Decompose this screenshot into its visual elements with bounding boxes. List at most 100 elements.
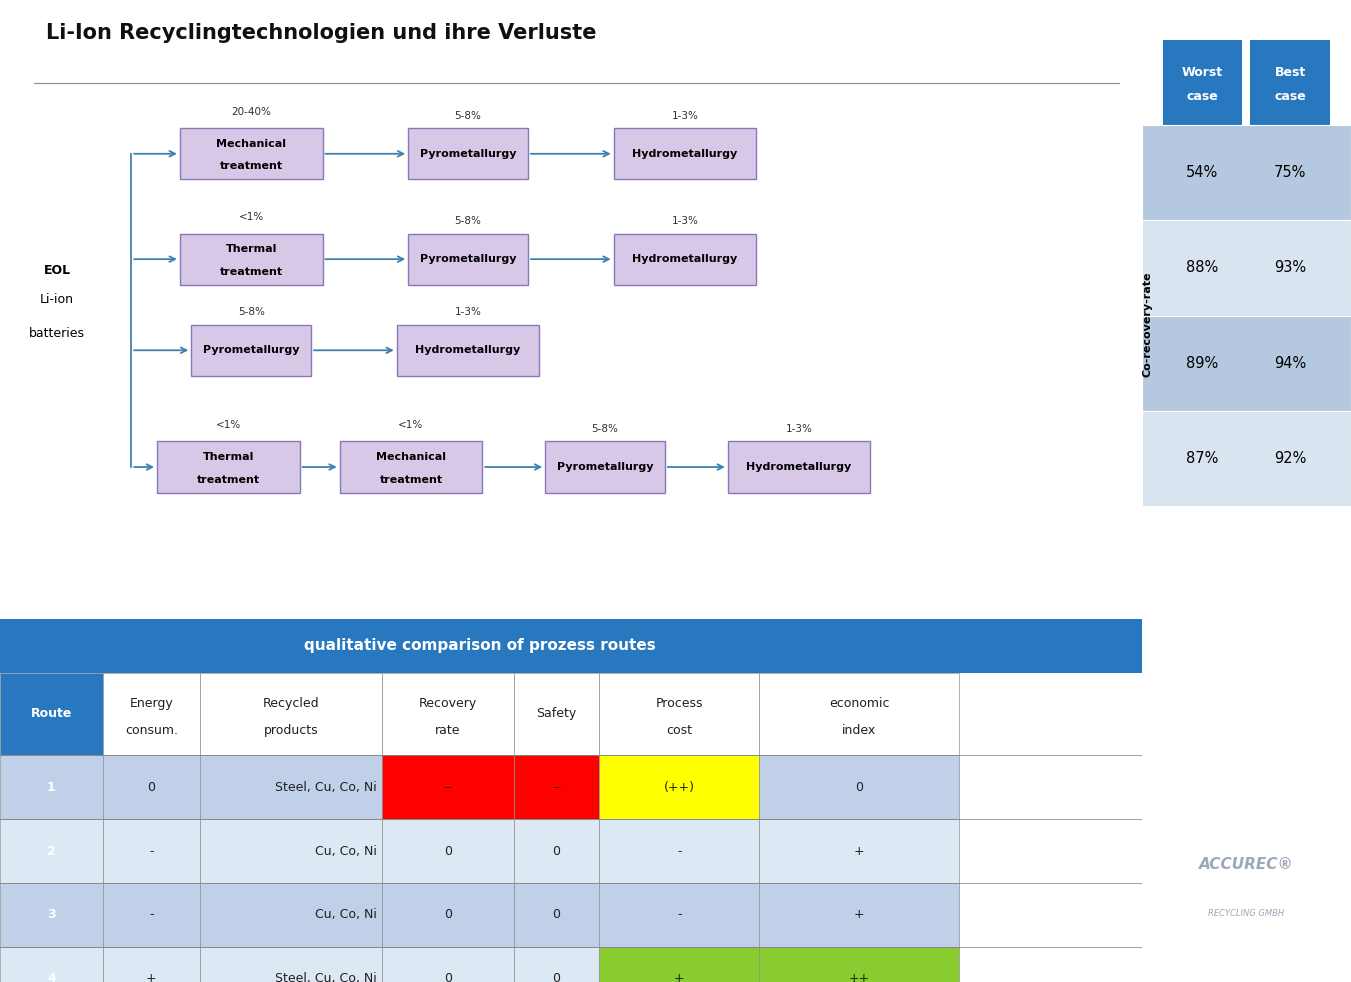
FancyBboxPatch shape	[103, 947, 200, 982]
Text: 3: 3	[47, 908, 55, 921]
Text: -: -	[149, 845, 154, 857]
FancyBboxPatch shape	[1142, 220, 1351, 315]
FancyBboxPatch shape	[397, 325, 539, 376]
Text: index: index	[842, 724, 877, 736]
FancyBboxPatch shape	[382, 883, 513, 947]
Text: Route: Route	[31, 707, 72, 721]
FancyBboxPatch shape	[600, 673, 759, 755]
Text: Recovery: Recovery	[419, 697, 477, 710]
Text: treatment: treatment	[380, 474, 443, 484]
Text: Thermal: Thermal	[226, 244, 277, 254]
Text: 0: 0	[553, 908, 561, 921]
FancyBboxPatch shape	[200, 883, 382, 947]
Text: Safety: Safety	[536, 707, 577, 721]
FancyBboxPatch shape	[600, 819, 759, 883]
Text: EOL: EOL	[43, 264, 70, 277]
FancyBboxPatch shape	[408, 129, 528, 180]
Text: 0: 0	[444, 845, 453, 857]
Text: 87%: 87%	[1186, 451, 1219, 465]
FancyBboxPatch shape	[1251, 40, 1329, 126]
Text: -: -	[677, 908, 681, 921]
Text: Mechanical: Mechanical	[376, 452, 446, 462]
Text: 88%: 88%	[1186, 260, 1219, 276]
Text: case: case	[1274, 90, 1306, 103]
FancyBboxPatch shape	[513, 819, 600, 883]
Text: case: case	[1186, 90, 1219, 103]
FancyBboxPatch shape	[103, 755, 200, 819]
Text: RECYCLING GMBH: RECYCLING GMBH	[1208, 908, 1285, 918]
FancyBboxPatch shape	[600, 883, 759, 947]
Text: Pyrometallurgy: Pyrometallurgy	[420, 149, 516, 159]
Text: Hydrometallurgy: Hydrometallurgy	[747, 463, 851, 472]
Text: 92%: 92%	[1274, 451, 1306, 465]
Text: 0: 0	[147, 781, 155, 793]
FancyBboxPatch shape	[600, 947, 759, 982]
Text: 93%: 93%	[1274, 260, 1306, 276]
FancyBboxPatch shape	[1142, 126, 1351, 220]
Text: Mechanical: Mechanical	[216, 138, 286, 148]
Text: 5-8%: 5-8%	[592, 424, 619, 434]
Text: Hydrometallurgy: Hydrometallurgy	[415, 346, 520, 355]
FancyBboxPatch shape	[0, 819, 103, 883]
Text: 5-8%: 5-8%	[455, 111, 481, 121]
FancyBboxPatch shape	[759, 673, 959, 755]
Text: 0: 0	[553, 972, 561, 982]
Text: rate: rate	[435, 724, 461, 736]
FancyBboxPatch shape	[513, 673, 600, 755]
Text: Steel, Cu, Co, Ni: Steel, Cu, Co, Ni	[276, 972, 377, 982]
Text: Cu, Co, Ni: Cu, Co, Ni	[315, 845, 377, 857]
FancyBboxPatch shape	[0, 673, 103, 755]
FancyBboxPatch shape	[200, 819, 382, 883]
FancyBboxPatch shape	[382, 673, 513, 755]
FancyBboxPatch shape	[382, 947, 513, 982]
Text: Recycled: Recycled	[263, 697, 319, 710]
Text: 0: 0	[855, 781, 863, 793]
FancyBboxPatch shape	[200, 947, 382, 982]
Text: 1-3%: 1-3%	[786, 424, 812, 434]
Text: +: +	[854, 908, 865, 921]
Text: 0: 0	[444, 972, 453, 982]
FancyBboxPatch shape	[103, 883, 200, 947]
Text: Steel, Cu, Co, Ni: Steel, Cu, Co, Ni	[276, 781, 377, 793]
FancyBboxPatch shape	[103, 819, 200, 883]
FancyBboxPatch shape	[1142, 410, 1351, 506]
Text: Best: Best	[1274, 66, 1306, 79]
Text: +: +	[674, 972, 685, 982]
Text: economic: economic	[828, 697, 889, 710]
Text: Thermal: Thermal	[203, 452, 254, 462]
FancyBboxPatch shape	[0, 947, 103, 982]
Text: treatment: treatment	[220, 267, 282, 277]
Text: cost: cost	[666, 724, 692, 736]
FancyBboxPatch shape	[759, 947, 959, 982]
FancyBboxPatch shape	[759, 755, 959, 819]
Text: Energy: Energy	[130, 697, 173, 710]
Text: 1-3%: 1-3%	[671, 216, 698, 226]
Text: +: +	[146, 972, 157, 982]
Text: Hydrometallurgy: Hydrometallurgy	[632, 149, 738, 159]
FancyBboxPatch shape	[103, 673, 200, 755]
Text: 75%: 75%	[1274, 165, 1306, 181]
Text: qualitative comparison of prozess routes: qualitative comparison of prozess routes	[304, 638, 655, 653]
Text: products: products	[263, 724, 319, 736]
FancyBboxPatch shape	[200, 755, 382, 819]
Text: 0: 0	[553, 845, 561, 857]
Text: 54%: 54%	[1186, 165, 1219, 181]
Text: --: --	[443, 781, 453, 793]
FancyBboxPatch shape	[1162, 40, 1242, 126]
Text: Pyrometallurgy: Pyrometallurgy	[557, 463, 654, 472]
FancyBboxPatch shape	[513, 755, 600, 819]
FancyBboxPatch shape	[600, 755, 759, 819]
Text: 0: 0	[444, 908, 453, 921]
Text: treatment: treatment	[197, 474, 259, 484]
FancyBboxPatch shape	[408, 234, 528, 285]
Text: batteries: batteries	[30, 327, 85, 340]
Text: -: -	[677, 845, 681, 857]
FancyBboxPatch shape	[759, 883, 959, 947]
Text: 1: 1	[47, 781, 55, 793]
Text: Process: Process	[655, 697, 703, 710]
Text: 5-8%: 5-8%	[238, 307, 265, 317]
FancyBboxPatch shape	[0, 883, 103, 947]
Text: Li-Ion Recyclingtechnologien und ihre Verluste: Li-Ion Recyclingtechnologien und ihre Ve…	[46, 23, 596, 43]
Text: ACCUREC®: ACCUREC®	[1198, 856, 1294, 872]
FancyBboxPatch shape	[180, 234, 323, 285]
